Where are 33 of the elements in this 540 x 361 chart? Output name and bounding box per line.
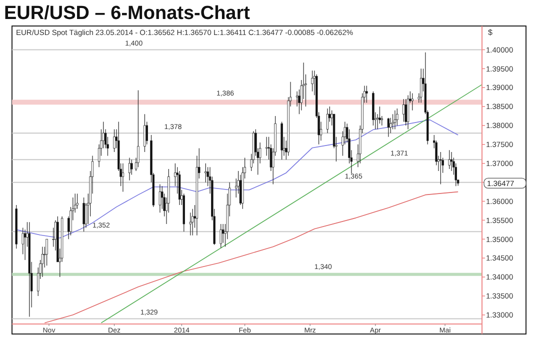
- candlestick: [404, 98, 407, 126]
- line-series: [44, 191, 458, 324]
- candlestick: [158, 184, 162, 213]
- candlestick: [387, 118, 390, 138]
- candlestick: [448, 150, 450, 170]
- candlestick: [366, 85, 368, 104]
- candlestick: [326, 108, 329, 134]
- chart-title: EUR/USD – 6-Monats-Chart: [4, 3, 251, 24]
- candlestick: [204, 163, 207, 183]
- candlestick: [137, 90, 140, 168]
- candlestick: [411, 92, 414, 111]
- text: $: [488, 28, 493, 37]
- candlestick: [265, 136, 268, 156]
- candlestick: [311, 70, 314, 92]
- candlestick: [122, 163, 124, 192]
- candlestick: [392, 114, 394, 130]
- candlestick: [189, 212, 192, 236]
- candlestick: [402, 98, 405, 122]
- candlestick: [406, 94, 410, 130]
- candlestick: [220, 224, 222, 248]
- candlestick: [113, 128, 116, 152]
- candlestick: [396, 108, 398, 126]
- candlestick: [46, 238, 48, 266]
- candlestick: [192, 208, 194, 236]
- candlestick: [450, 152, 453, 172]
- candlestick: [128, 157, 131, 181]
- candlestick: [76, 193, 78, 210]
- candlestick: [440, 152, 442, 185]
- candlestick: [394, 110, 396, 130]
- candlestick: [82, 197, 85, 232]
- candlestick: [41, 246, 44, 278]
- candlestick: [390, 118, 392, 134]
- candlestick: [144, 114, 146, 152]
